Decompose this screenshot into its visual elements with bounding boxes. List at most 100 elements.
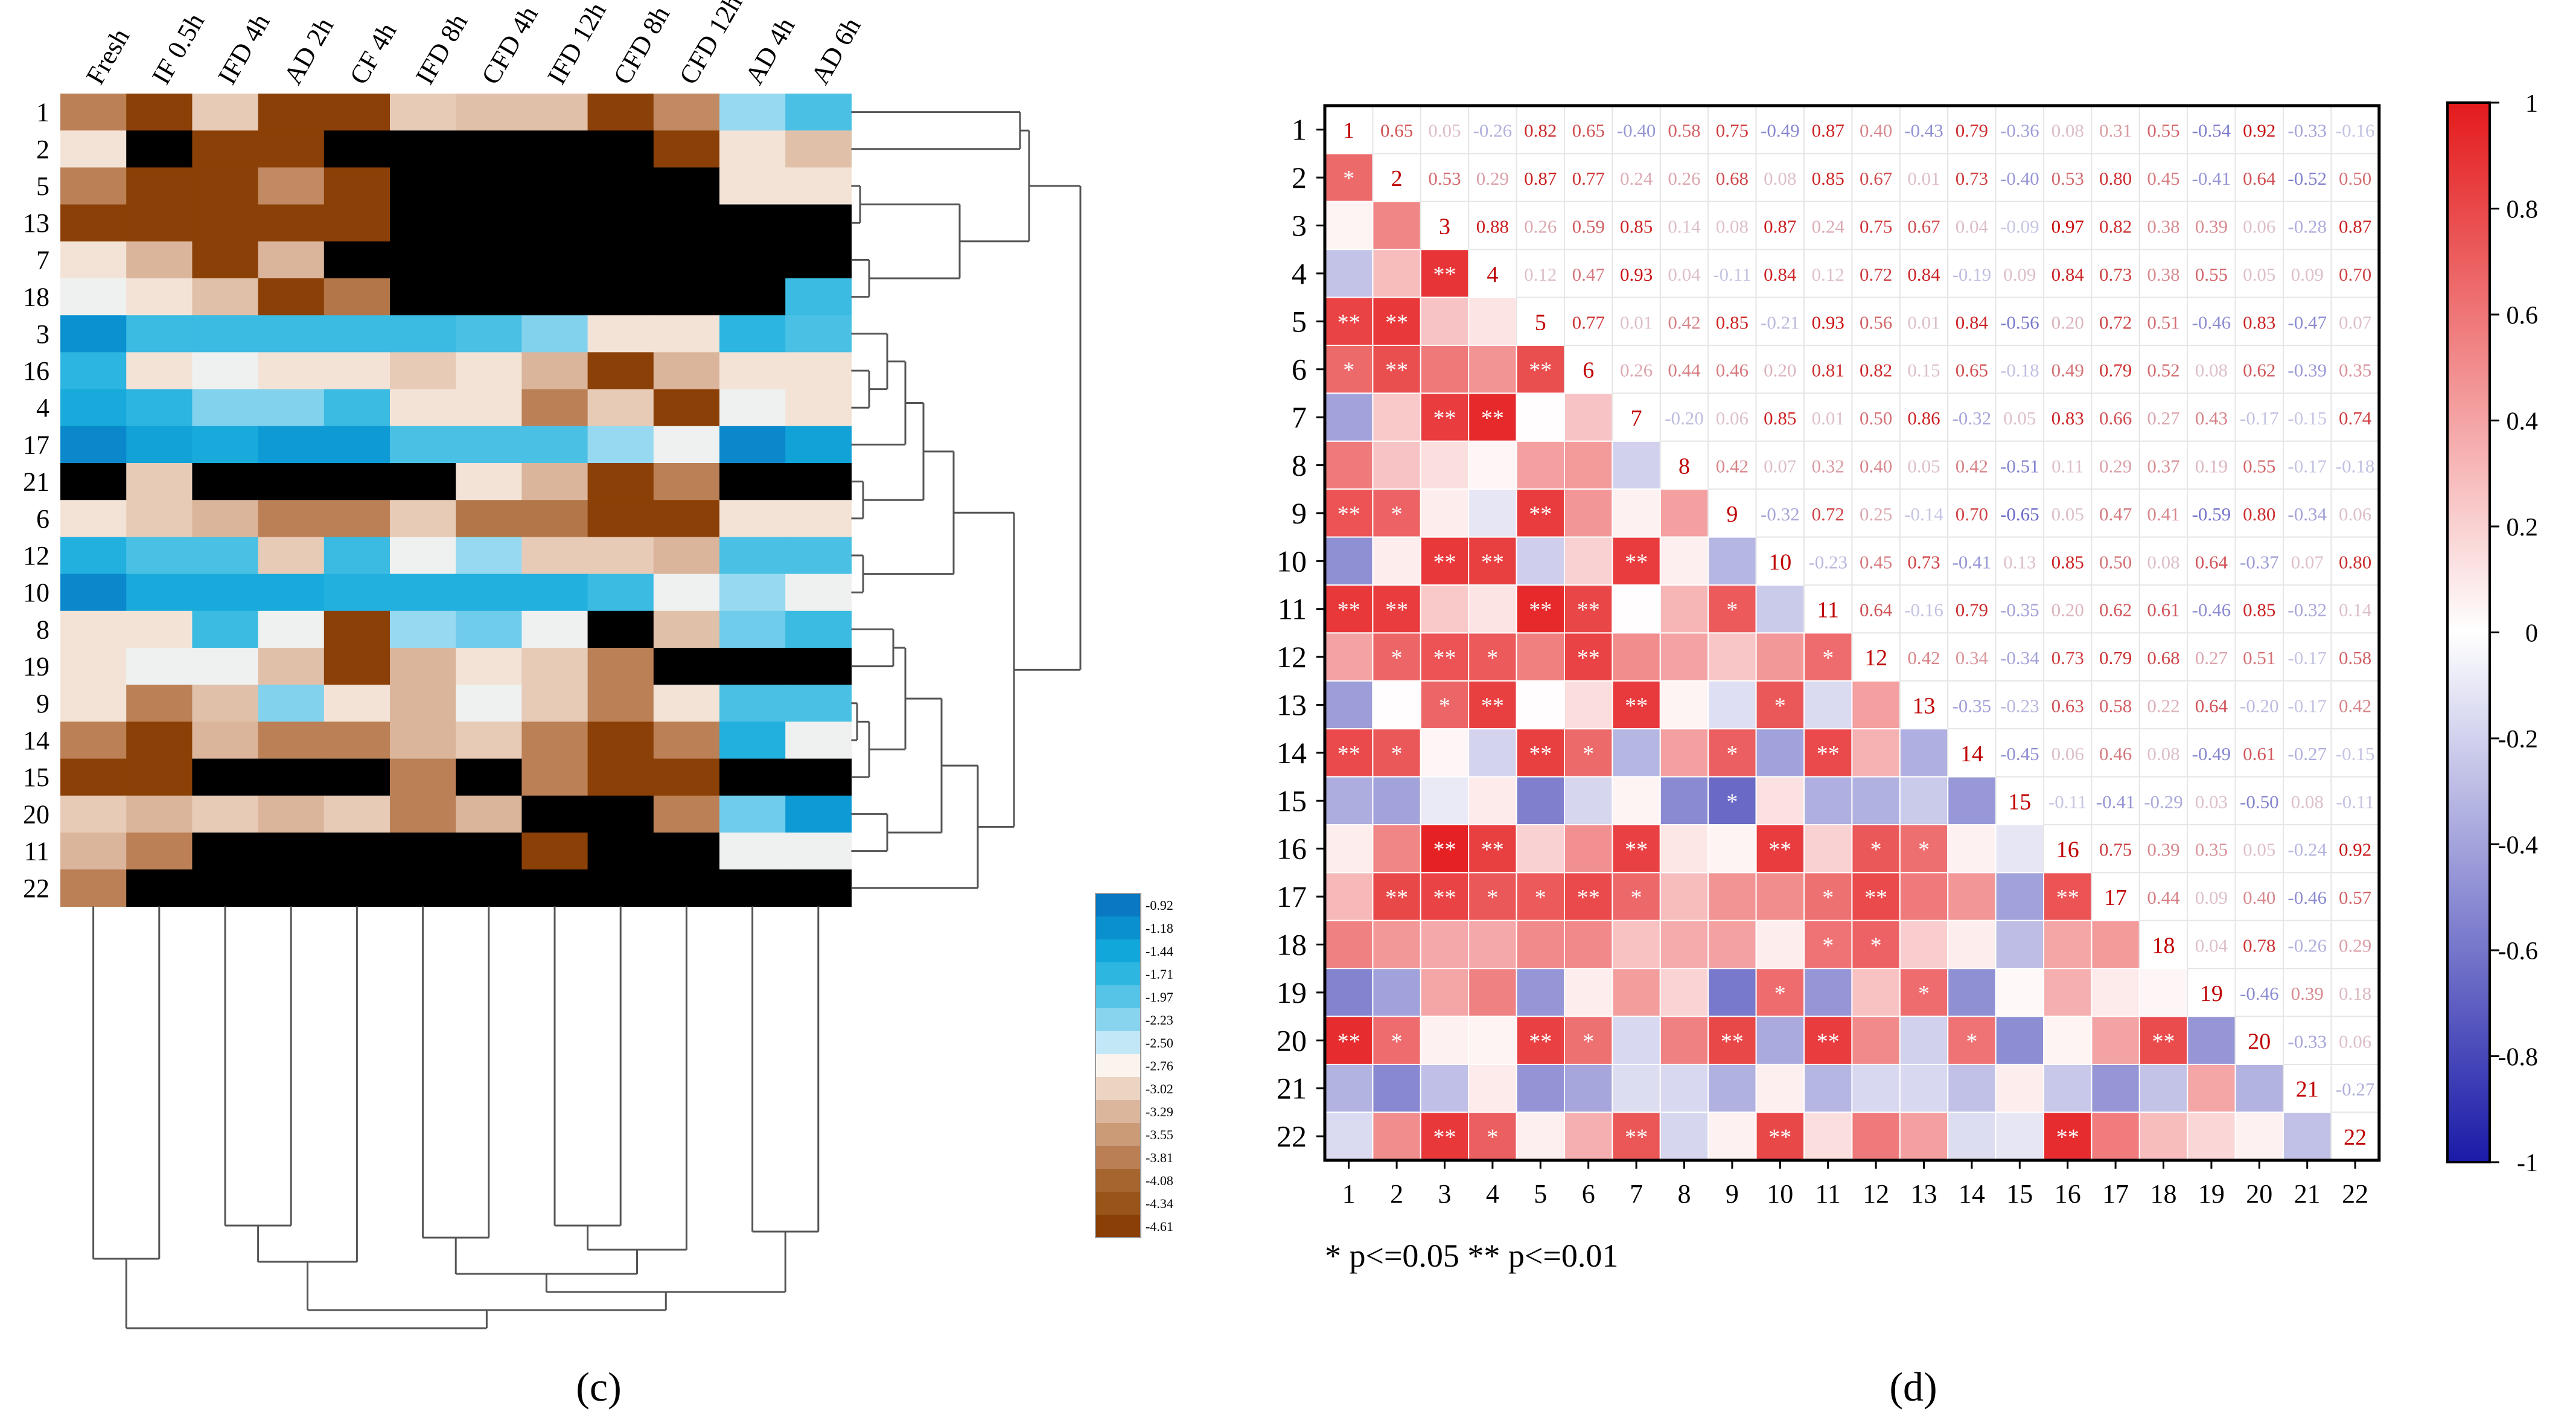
corr-cell: [2043, 1015, 2093, 1065]
heatmap-cell: [719, 648, 786, 685]
colorbar-tick-label: 1: [2525, 90, 2538, 118]
row-label: 10: [1277, 544, 1307, 578]
corr-cell: [1612, 632, 1661, 682]
heatmap-cell: [587, 130, 654, 168]
correlation-value: 0.77: [1572, 312, 1605, 333]
correlation-value: 0.40: [1860, 456, 1892, 477]
significance-mark: **: [2056, 885, 2079, 910]
corr-cell: [1420, 536, 1470, 586]
heatmap-cell: [587, 315, 654, 353]
correlation-value: -0.20: [2240, 695, 2279, 717]
correlation-value: 0.75: [1716, 120, 1749, 141]
heatmap-cell: [719, 130, 786, 168]
corr-cell: [1516, 919, 1566, 970]
legend-tick-label: -4.08: [1146, 1173, 1173, 1188]
corr-cell: [1947, 1064, 1997, 1113]
row-label: 16: [1277, 832, 1307, 866]
matrix-frame: [1323, 104, 2381, 1162]
significance-mark: **: [1529, 1029, 1552, 1054]
corr-upper-cell: [2283, 345, 2332, 394]
corr-cell: [1324, 1064, 1374, 1113]
corr-cell: [1324, 872, 1374, 921]
correlation-value: 0.64: [2243, 168, 2276, 189]
corr-cell: [1372, 200, 1421, 251]
corr-cell: [1420, 776, 1470, 825]
corr-cell: [1564, 1064, 1613, 1113]
heatmap-cell: [192, 315, 259, 353]
heatmap-cell: [587, 721, 654, 759]
corr-upper-cell: [2187, 919, 2236, 970]
corr-cell: [1324, 296, 1374, 347]
correlation-value: 0.83: [2243, 312, 2275, 333]
heatmap-cell: [324, 94, 391, 131]
correlation-value: 0.43: [2195, 408, 2228, 429]
corr-cell: [1324, 345, 1374, 394]
correlation-value: 0.72: [1860, 264, 1892, 285]
heatmap-cell: [653, 167, 720, 205]
corr-upper-cell: [1707, 153, 1757, 202]
heatmap-cell: [785, 721, 852, 759]
corr-upper-cell: [1947, 680, 1997, 730]
column-label: 9: [1726, 1179, 1739, 1209]
corr-cell: [1324, 728, 1374, 778]
correlation-value: 0.51: [2243, 647, 2275, 668]
legend-swatch: [1095, 916, 1141, 939]
correlation-value: -0.65: [2000, 504, 2039, 525]
correlation-value: 0.47: [1572, 264, 1605, 285]
corr-cell: [1468, 680, 1517, 730]
corr-upper-cell: [2283, 440, 2332, 490]
correlation-value: -0.26: [2287, 935, 2327, 956]
heatmap-cell: [60, 685, 127, 722]
heatmap-cell: [126, 500, 193, 537]
heatmap-cell: [60, 130, 127, 168]
significance-mark: *: [1535, 885, 1546, 910]
correlation-value: 0.20: [1764, 360, 1796, 381]
corr-cell: [2043, 1064, 2093, 1113]
corr-upper-cell: [2091, 584, 2140, 634]
heatmap-cell: [258, 833, 325, 870]
corr-cell: [1372, 1015, 1421, 1065]
corr-upper-cell: [1851, 440, 1901, 490]
correlation-value: 0.55: [2195, 264, 2228, 285]
heatmap-cell: [60, 352, 127, 390]
correlation-value: -0.37: [2240, 551, 2279, 572]
corr-upper-cell: [2234, 584, 2284, 634]
heatmap-cell: [587, 241, 654, 279]
corr-cell: [1468, 776, 1517, 825]
corr-cell: [1659, 872, 1709, 921]
panel-d-label: (d): [1889, 1364, 1937, 1410]
significance-mark: *: [1583, 1029, 1594, 1054]
corr-upper-cell: [1995, 584, 2045, 634]
column-label: 19: [2198, 1179, 2225, 1209]
significance-mark: **: [1625, 549, 1648, 575]
significance-mark: **: [1337, 741, 1360, 767]
corr-cell: [2187, 1015, 2236, 1065]
heatmap-cell: [390, 167, 456, 205]
corr-cell: [1612, 1064, 1661, 1113]
heatmap-cell: [719, 167, 786, 205]
corr-cell: [1468, 728, 1517, 778]
correlation-value: 0.57: [2339, 887, 2371, 908]
corr-upper-cell: [2330, 919, 2380, 970]
correlation-value: 0.38: [2147, 264, 2179, 285]
column-label: 8: [1678, 1179, 1691, 1209]
heatmap-cell: [785, 167, 852, 205]
corr-upper-cell: [1612, 153, 1661, 202]
heatmap-cell: [719, 610, 786, 648]
corr-cell: [1995, 1015, 2045, 1065]
corr-cell: [1564, 1015, 1613, 1065]
corr-upper-cell: [2043, 105, 2093, 155]
heatmap-cell: [192, 389, 259, 427]
significance-mark: **: [1529, 358, 1552, 383]
heatmap-cell: [653, 241, 720, 279]
correlation-value: 0.08: [2291, 791, 2324, 812]
heatmap-cell: [60, 426, 127, 464]
diagonal-label: 3: [1439, 214, 1450, 240]
corr-cell: [1420, 680, 1470, 730]
corr-upper-cell: [2283, 488, 2332, 538]
heatmap-cell: [653, 758, 720, 796]
corr-upper-cell: [1755, 440, 1805, 490]
correlation-value: 0.29: [1476, 168, 1509, 189]
